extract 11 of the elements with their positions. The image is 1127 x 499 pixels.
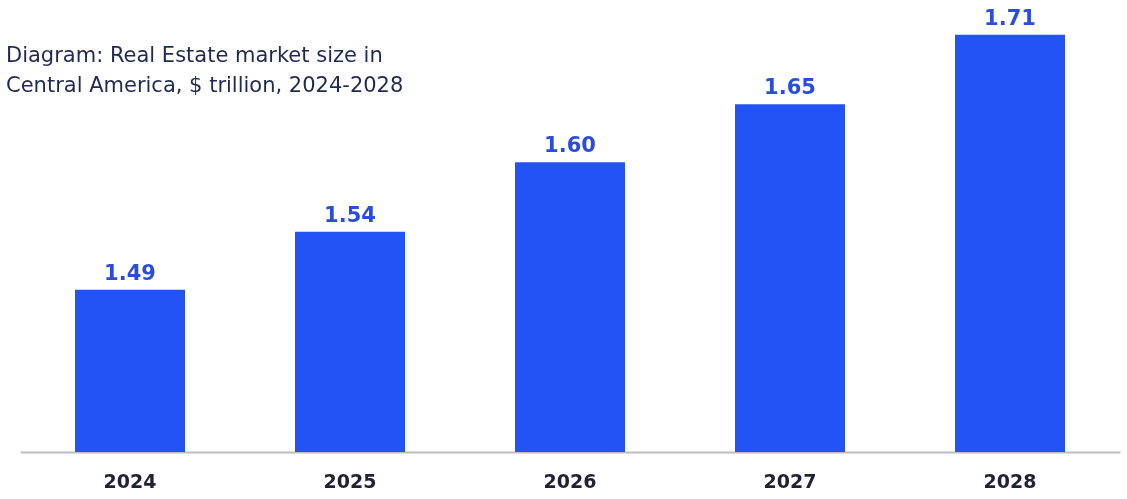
x-tick-label: 2028 [983,469,1037,492]
data-label: 1.65 [764,75,816,100]
x-tick-label: 2025 [323,469,377,492]
data-label: 1.54 [324,202,376,227]
x-tick-label: 2024 [103,469,157,492]
x-tick-label: 2026 [543,469,597,492]
x-tick-label: 2027 [763,469,817,492]
data-label: 1.60 [544,133,596,158]
data-label: 1.71 [984,5,1036,30]
data-label: 1.49 [104,260,156,285]
text: Diagram: Real Estate market size in Central America, $ trillion, 2024-2028 [6,43,404,97]
